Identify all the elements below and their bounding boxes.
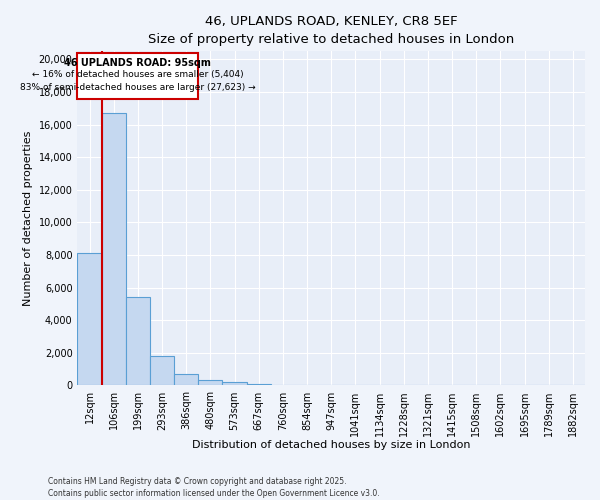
- X-axis label: Distribution of detached houses by size in London: Distribution of detached houses by size …: [192, 440, 470, 450]
- Bar: [223, 382, 247, 386]
- Bar: [174, 374, 198, 386]
- FancyBboxPatch shape: [77, 53, 198, 98]
- Bar: [126, 298, 150, 386]
- Bar: [101, 114, 126, 386]
- Text: ← 16% of detached houses are smaller (5,404): ← 16% of detached houses are smaller (5,…: [32, 70, 244, 78]
- Bar: [271, 384, 295, 386]
- Bar: [77, 254, 101, 386]
- Bar: [150, 356, 174, 386]
- Bar: [247, 384, 271, 386]
- Text: 46 UPLANDS ROAD: 95sqm: 46 UPLANDS ROAD: 95sqm: [64, 58, 211, 68]
- Y-axis label: Number of detached properties: Number of detached properties: [23, 130, 33, 306]
- Title: 46, UPLANDS ROAD, KENLEY, CR8 5EF
Size of property relative to detached houses i: 46, UPLANDS ROAD, KENLEY, CR8 5EF Size o…: [148, 15, 514, 46]
- Text: Contains HM Land Registry data © Crown copyright and database right 2025.
Contai: Contains HM Land Registry data © Crown c…: [48, 476, 380, 498]
- Text: 83% of semi-detached houses are larger (27,623) →: 83% of semi-detached houses are larger (…: [20, 82, 256, 92]
- Bar: [198, 380, 223, 386]
